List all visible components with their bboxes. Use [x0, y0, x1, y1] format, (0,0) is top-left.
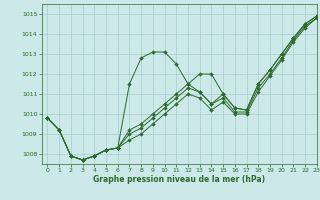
X-axis label: Graphe pression niveau de la mer (hPa): Graphe pression niveau de la mer (hPa) — [93, 175, 265, 184]
